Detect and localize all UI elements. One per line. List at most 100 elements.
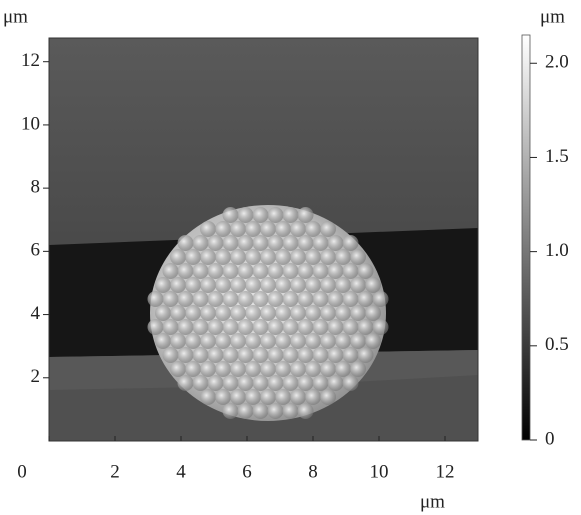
- bead: [222, 207, 239, 223]
- bead: [267, 375, 284, 391]
- colorbar-tick-label: 0.5: [545, 334, 569, 355]
- bead: [305, 305, 321, 321]
- bead: [282, 235, 299, 251]
- bead: [357, 291, 374, 307]
- bead: [177, 291, 194, 307]
- bead: [282, 347, 299, 363]
- bead: [237, 235, 254, 251]
- bead: [162, 347, 179, 363]
- bead: [267, 403, 284, 419]
- bead: [177, 319, 194, 335]
- bead: [260, 221, 276, 237]
- bead: [170, 361, 186, 377]
- bead: [320, 249, 336, 265]
- bead: [222, 319, 239, 335]
- bead: [177, 263, 194, 279]
- bead: [192, 263, 209, 279]
- bead: [245, 249, 261, 265]
- bead: [192, 291, 209, 307]
- bead: [252, 291, 269, 307]
- bead: [222, 263, 239, 279]
- bead: [342, 347, 359, 363]
- bead: [185, 249, 201, 265]
- bead: [320, 389, 336, 405]
- bead: [207, 347, 224, 363]
- y-tick-label: 8: [31, 176, 41, 197]
- x-tick-label: 0: [17, 461, 27, 482]
- bead: [230, 389, 246, 405]
- bead: [305, 333, 321, 349]
- bead: [222, 347, 239, 363]
- bead: [290, 221, 306, 237]
- bead: [267, 319, 284, 335]
- bead: [192, 375, 209, 391]
- bead: [327, 319, 344, 335]
- bead: [267, 235, 284, 251]
- bead: [260, 361, 276, 377]
- bead: [155, 277, 171, 293]
- colorbar-tick-label: 1.0: [545, 240, 569, 261]
- bead: [200, 389, 216, 405]
- bead: [350, 305, 366, 321]
- bead: [170, 249, 186, 265]
- colorbar-tick-label: 0: [545, 428, 555, 449]
- bead: [237, 263, 254, 279]
- bead: [260, 249, 276, 265]
- bead: [215, 389, 231, 405]
- bead: [230, 249, 246, 265]
- bead: [267, 291, 284, 307]
- bead: [357, 319, 374, 335]
- bead: [342, 375, 359, 391]
- bead: [192, 347, 209, 363]
- bead: [252, 319, 269, 335]
- bead: [327, 347, 344, 363]
- bead: [342, 319, 359, 335]
- bead: [222, 235, 239, 251]
- bead: [207, 319, 224, 335]
- bead: [222, 291, 239, 307]
- bead: [312, 347, 329, 363]
- bead: [297, 235, 314, 251]
- bead: [327, 235, 344, 251]
- bead: [290, 305, 306, 321]
- bead: [237, 291, 254, 307]
- bead: [357, 263, 374, 279]
- bead: [290, 389, 306, 405]
- colorbar-tick-label: 1.5: [545, 146, 569, 167]
- bead: [290, 361, 306, 377]
- bead: [312, 235, 329, 251]
- bead: [185, 305, 201, 321]
- bead: [297, 207, 314, 223]
- bead: [230, 333, 246, 349]
- bead: [282, 403, 299, 419]
- bead: [147, 319, 164, 335]
- bead: [275, 361, 291, 377]
- bead: [147, 291, 164, 307]
- bead: [215, 249, 231, 265]
- bead: [222, 375, 239, 391]
- bead: [162, 263, 179, 279]
- bead: [275, 221, 291, 237]
- bead: [365, 277, 381, 293]
- bead: [192, 235, 209, 251]
- bead: [237, 403, 254, 419]
- bead: [245, 221, 261, 237]
- bead: [200, 333, 216, 349]
- x-tick-label: 12: [436, 461, 455, 482]
- bead: [282, 263, 299, 279]
- bead: [305, 277, 321, 293]
- bead: [185, 277, 201, 293]
- bead: [282, 319, 299, 335]
- bead: [335, 249, 351, 265]
- bead: [177, 375, 194, 391]
- x-tick-label: 6: [242, 461, 252, 482]
- y-tick-label: 6: [31, 240, 41, 261]
- x-axis-label: μm: [420, 491, 445, 512]
- bead: [177, 347, 194, 363]
- bead: [200, 277, 216, 293]
- y-tick-label: 2: [31, 366, 41, 387]
- bead: [305, 221, 321, 237]
- bead: [342, 235, 359, 251]
- bead: [252, 235, 269, 251]
- bead: [335, 361, 351, 377]
